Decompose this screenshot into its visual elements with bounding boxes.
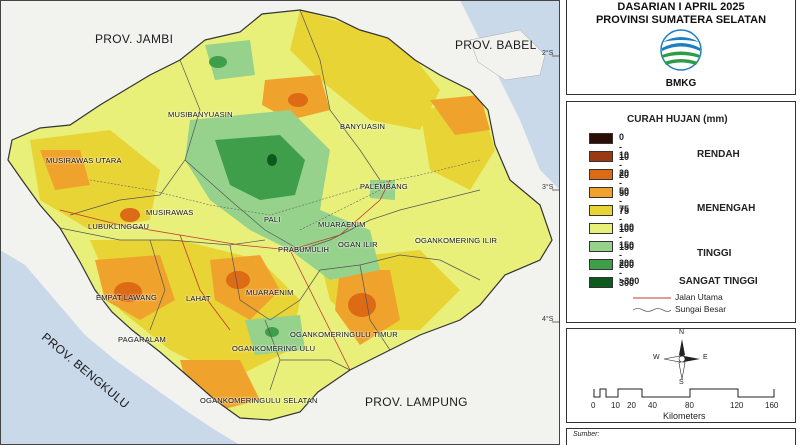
label-empat-lawang: EMPAT LAWANG [96,293,158,302]
category-tinggi: TINGGI [697,248,732,259]
label-prabumulih: PRABUMULIH [278,245,330,254]
label-musirawas-utara: MUSIRAWAS UTARA [46,156,122,165]
legend-range: 0 - 10 [619,132,630,162]
compass-rose-icon [663,339,700,380]
rainfall-map: PROV. JAMBI PROV. BABEL PROV. BENGKULU P… [0,0,560,445]
big-rivers [89,159,481,231]
scale-tick-2: 20 [627,401,636,410]
legend-range: 100 - 150 [619,222,635,252]
river-line-icon [633,308,672,312]
zone-50-75-ne [430,95,490,135]
legend-swatch [589,133,613,144]
map-svg [0,0,560,445]
legend-range: 10 - 20 [619,150,630,180]
label-musirawas: MUSIRAWAS [146,208,194,217]
scale-box: N S W E 0 10 20 40 80 120 160 Kilometers [566,328,796,423]
label-lubuklinggau: LUBUKLINGGAU [88,222,150,231]
lat-label-3s: 3°S [542,184,554,191]
scale-unit: Kilometers [663,411,706,421]
legend-swatch [589,151,613,162]
legend-swatch [589,169,613,180]
label-ogan-ilir: OGAN ILIR [338,240,378,249]
legend-range: 200 - 300 [619,258,635,288]
sea-west [0,250,240,445]
zone-50-75-lahat [210,255,280,320]
compass-e: E [703,354,708,361]
zone-over-300 [267,154,277,166]
legend-swatch [589,259,613,270]
label-oku: OGANKOMERING ULU [232,344,316,353]
label-pali: PALI [264,215,281,224]
title-line-1: DASARIAN I APRIL 2025 [617,1,745,13]
label-lahat: LAHAT [186,294,211,303]
scale-tick-4: 80 [685,401,694,410]
district-boundaries [59,10,481,391]
legend-swatch [589,277,613,288]
legend-swatch [589,205,613,216]
legend-swatch [589,187,613,198]
road-line-icon [633,297,671,299]
category-menengah: MENENGAH [697,203,756,214]
label-oki: OGANKOMERING ILIR [415,236,498,245]
lat-label-2s: 2°S [542,50,554,57]
compass-n: N [679,329,685,336]
label-oku-timur: OGANKOMERINGULU TIMUR [290,330,398,339]
zone-20-50-d [288,93,308,107]
legend-road-label: Jalan Utama [675,292,723,302]
legend-swatch [589,241,613,252]
legend-river-label: Sungai Besar [675,304,727,314]
scale-tick-1: 10 [611,401,620,410]
label-palembang: PALEMBANG [360,182,408,191]
lat-label-4s: 4°S [542,316,554,323]
compass-w: W [653,354,660,361]
bmkg-logo-text: BMKG [665,78,697,89]
zone-50-75-mru [40,150,90,190]
label-muaraenim-south: MUARAENIM [246,288,294,297]
legend-title: CURAH HUJAN (mm) [627,114,728,125]
category-rendah: RENDAH [697,149,740,160]
label-prov-jambi: PROV. JAMBI [95,32,174,46]
legend-range: 75 - 100 [619,204,635,234]
label-muaraenim-north: MUARAENIM [318,220,366,229]
label-prov-babel: PROV. BABEL [455,38,537,52]
legend-range: 20 - 50 [619,168,630,198]
scale-ticks: 0 10 20 40 80 120 160 [589,401,789,411]
zone-20-50-a [114,282,142,302]
zone-20-50-c [348,293,376,317]
legend-box: CURAH HUJAN (mm) 0 - 10 10 - 20 20 - 50 … [566,101,796,323]
source-label: Sumber: [573,431,600,438]
bmkg-logo-icon [660,29,702,71]
label-oku-selatan: OGANKOMERINGULU SELATAN [200,396,318,405]
legend-range: 150 - 200 [619,240,635,270]
scale-tick-0: 0 [591,401,596,410]
label-prov-lampung: PROV. LAMPUNG [365,395,468,409]
label-musibanyuasin: MUSIBANYUASIN [168,110,233,119]
compass-s: S [679,379,684,386]
scale-bar-graphic [593,388,775,398]
island-babel [469,29,546,81]
zone-150-200-plg [370,180,395,200]
label-banyuasin: BANYUASIN [340,122,386,131]
source-box: Sumber: [566,428,796,445]
zone-150-200-north [205,40,255,80]
zone-75-100-north [290,10,440,130]
legend-swatch [589,223,613,234]
category-sangat-tinggi: SANGAT TINGGI [679,276,758,287]
scale-tick-3: 40 [648,401,657,410]
zone-200-300-north [209,56,227,68]
title-box: DASARIAN I APRIL 2025 PROVINSI SUMATERA … [566,0,796,95]
zone-200-300-south [265,327,279,337]
zone-20-50-e [120,208,140,222]
legend-range: >300 [619,276,640,286]
zone-200-300-center [215,135,305,200]
info-panel: DASARIAN I APRIL 2025 PROVINSI SUMATERA … [560,0,800,445]
label-pagaralam: PAGARALAM [118,335,166,344]
zone-20-50-b [226,271,250,289]
title-line-2: PROVINSI SUMATERA SELATAN [595,14,767,26]
province-outline [7,9,553,421]
scale-tick-5: 120 [730,401,744,410]
scale-tick-6: 160 [765,401,779,410]
legend-range: 50 - 75 [619,186,630,216]
